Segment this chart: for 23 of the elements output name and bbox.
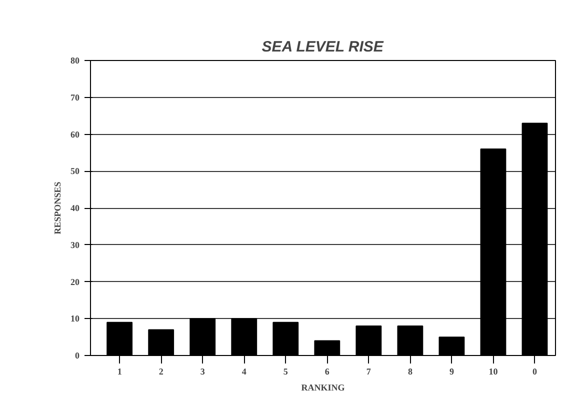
x-tick-label: 6 [324, 366, 330, 376]
x-tick-label: 7 [366, 366, 372, 376]
y-tick-label: 80 [70, 56, 80, 66]
x-tick-label: 8 [408, 366, 413, 376]
y-tick-label: 60 [70, 129, 80, 140]
y-tick-label: 30 [70, 240, 80, 250]
x-tick-label: 2 [158, 366, 164, 376]
y-tick-label: 20 [70, 276, 80, 287]
y-axis-title: RESPONSES [52, 182, 62, 234]
y-tick-label: 10 [70, 314, 80, 324]
y-tick-label: 0 [75, 350, 80, 360]
x-tick-label: 1 [117, 366, 122, 376]
x-tick-label: 4 [242, 366, 247, 376]
y-tick-label: 70 [70, 92, 80, 102]
chart-title: SEA LEVEL RISE [262, 38, 384, 56]
x-tick-label: 9 [449, 366, 454, 376]
y-tick-label: 50 [70, 166, 80, 176]
y-tick-label: 40 [70, 203, 80, 213]
x-tick-label: 0 [532, 366, 538, 376]
x-tick-label: 10 [488, 366, 498, 376]
x-tick-label: 3 [200, 366, 206, 376]
x-axis-title: RANKING [301, 382, 345, 392]
x-tick-label: 5 [283, 366, 288, 376]
